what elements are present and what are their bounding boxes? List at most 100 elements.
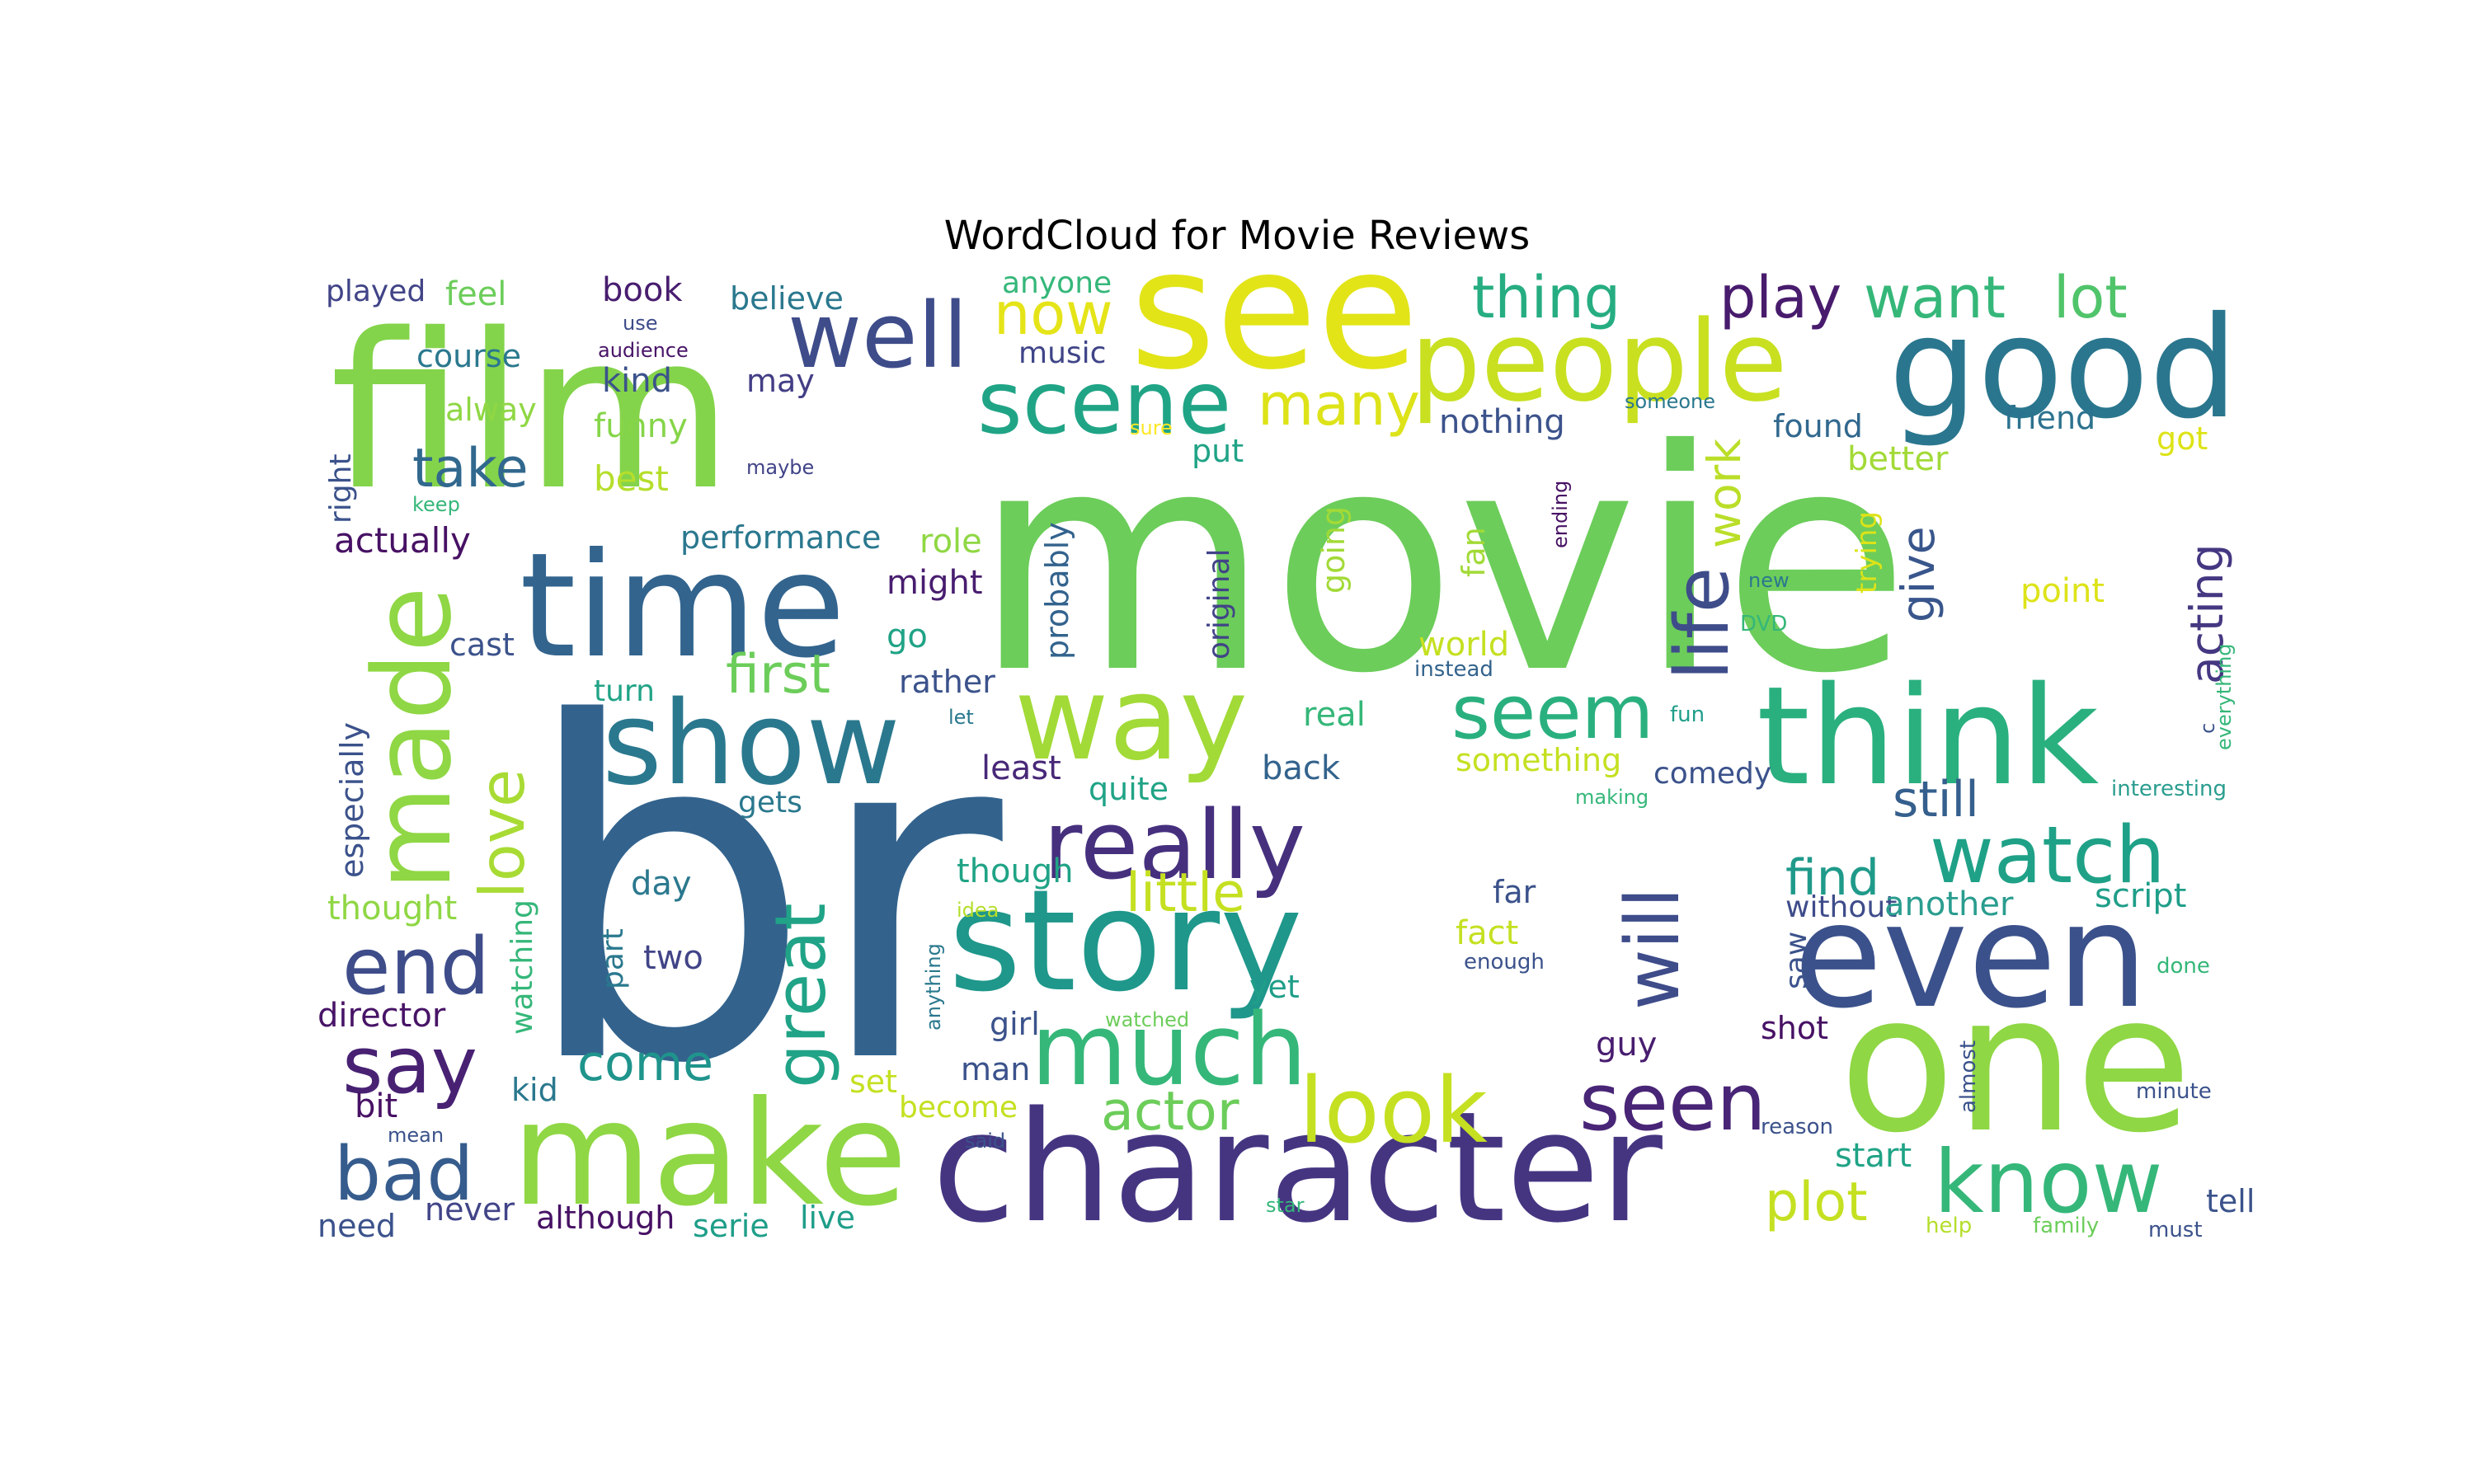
word-love: love — [466, 769, 539, 899]
word-many: many — [1258, 371, 1420, 439]
word-movie: movie — [973, 386, 1910, 740]
word-seen: seen — [1579, 1058, 1766, 1148]
word-think: think — [1757, 657, 2100, 815]
word-maybe: maybe — [746, 456, 814, 479]
word-believe: believe — [730, 280, 844, 317]
word-something: something — [1456, 742, 1621, 778]
word-anything: anything — [922, 943, 945, 1031]
word-although: although — [536, 1200, 675, 1236]
word-still: still — [1893, 771, 1979, 829]
word-guy: guy — [1596, 1026, 1657, 1064]
word-people: people — [1410, 297, 1788, 426]
word-character: character — [932, 1078, 1663, 1256]
word-even: even — [1794, 873, 2148, 1040]
word-watch: watch — [1930, 810, 2166, 901]
word-story: story — [948, 860, 1303, 1023]
word-watched: watched — [1105, 1008, 1189, 1031]
word-found: found — [1773, 408, 1863, 444]
word-might: might — [887, 564, 983, 602]
word-let: let — [948, 706, 974, 729]
word-bad: bad — [334, 1131, 473, 1218]
word-turn: turn — [594, 674, 655, 708]
word-know: know — [1934, 1132, 2162, 1233]
word-time: time — [520, 523, 845, 690]
word-alway: alway — [445, 392, 537, 428]
word-go: go — [887, 618, 928, 655]
word-end: end — [342, 922, 490, 1012]
chart-title: WordCloud for Movie Reviews — [943, 213, 1531, 259]
word-kind: kind — [602, 362, 672, 400]
word-family: family — [2033, 1214, 2099, 1238]
word-music: music — [1018, 336, 1106, 370]
word-will: will — [1610, 887, 1696, 1010]
word-mean: mean — [388, 1124, 444, 1147]
word-real: real — [1303, 696, 1366, 734]
word-br: br — [520, 627, 1008, 1165]
word-book: book — [602, 271, 683, 309]
word-audience: audience — [598, 339, 689, 362]
word-without: without — [1785, 890, 1897, 924]
word-make: make — [511, 1071, 907, 1238]
word-must: must — [2148, 1218, 2203, 1242]
word-come: come — [577, 1035, 713, 1092]
word-probably: probably — [1039, 522, 1075, 660]
word-trying: trying — [1851, 511, 1884, 594]
word-see: see — [1130, 214, 1418, 406]
word-part: part — [596, 928, 630, 989]
word-fan: fan — [1456, 527, 1492, 577]
word-great: great — [760, 903, 842, 1088]
word-shot: shot — [1761, 1010, 1828, 1046]
word-especially: especially — [334, 722, 370, 878]
word-seem: seem — [1451, 669, 1653, 756]
word-sure: sure — [1130, 416, 1173, 439]
word-minute: minute — [2136, 1079, 2212, 1104]
word-cast: cast — [449, 627, 515, 663]
word-want: want — [1864, 264, 2006, 331]
word-comedy: comedy — [1653, 757, 1771, 791]
word-find: find — [1785, 849, 1879, 907]
word-instead: instead — [1414, 657, 1493, 682]
word-director: director — [317, 997, 446, 1035]
word-work: work — [1698, 439, 1751, 548]
word-nothing: nothing — [1439, 403, 1565, 441]
word-friend: friend — [2004, 400, 2095, 436]
word-plot: plot — [1765, 1172, 1868, 1233]
word-start: start — [1835, 1137, 1912, 1175]
word-day: day — [631, 865, 692, 903]
word-ending: ending — [1549, 481, 1572, 548]
word-world: world — [1418, 626, 1509, 664]
word-help: help — [1926, 1214, 1972, 1238]
word-say: say — [342, 1021, 477, 1111]
word-role: role — [920, 523, 982, 561]
word-far: far — [1493, 874, 1536, 910]
word-little: little — [1126, 862, 1245, 924]
word-two: two — [643, 939, 703, 977]
word-acting: acting — [2180, 543, 2233, 684]
word-first: first — [726, 644, 830, 706]
word-back: back — [1262, 749, 1341, 787]
word-play: play — [1719, 264, 1841, 331]
word-thought: thought — [327, 890, 457, 928]
word-done: done — [2157, 954, 2210, 979]
word-tell: tell — [2206, 1183, 2255, 1219]
word-anyone: anyone — [1002, 266, 1112, 300]
word-got: got — [2157, 420, 2208, 457]
word-funny: funny — [594, 407, 688, 445]
word-one: one — [1839, 955, 2192, 1175]
word-way: way — [1014, 652, 1248, 787]
word-lot: lot — [2053, 264, 2128, 331]
word-dvd: DVD — [1740, 612, 1787, 636]
word-made: made — [350, 586, 475, 890]
word-actor: actor — [1101, 1081, 1239, 1143]
word-much: much — [1031, 993, 1307, 1108]
word-almost: almost — [1956, 1040, 1981, 1113]
word-take: take — [412, 438, 529, 500]
word-good: good — [1888, 287, 2238, 450]
word-keep: keep — [412, 493, 460, 516]
word-played: played — [326, 275, 426, 308]
word-fact: fact — [1456, 914, 1518, 952]
word-look: look — [1299, 1058, 1488, 1163]
word-well: well — [788, 283, 968, 388]
word-right: right — [324, 453, 358, 524]
